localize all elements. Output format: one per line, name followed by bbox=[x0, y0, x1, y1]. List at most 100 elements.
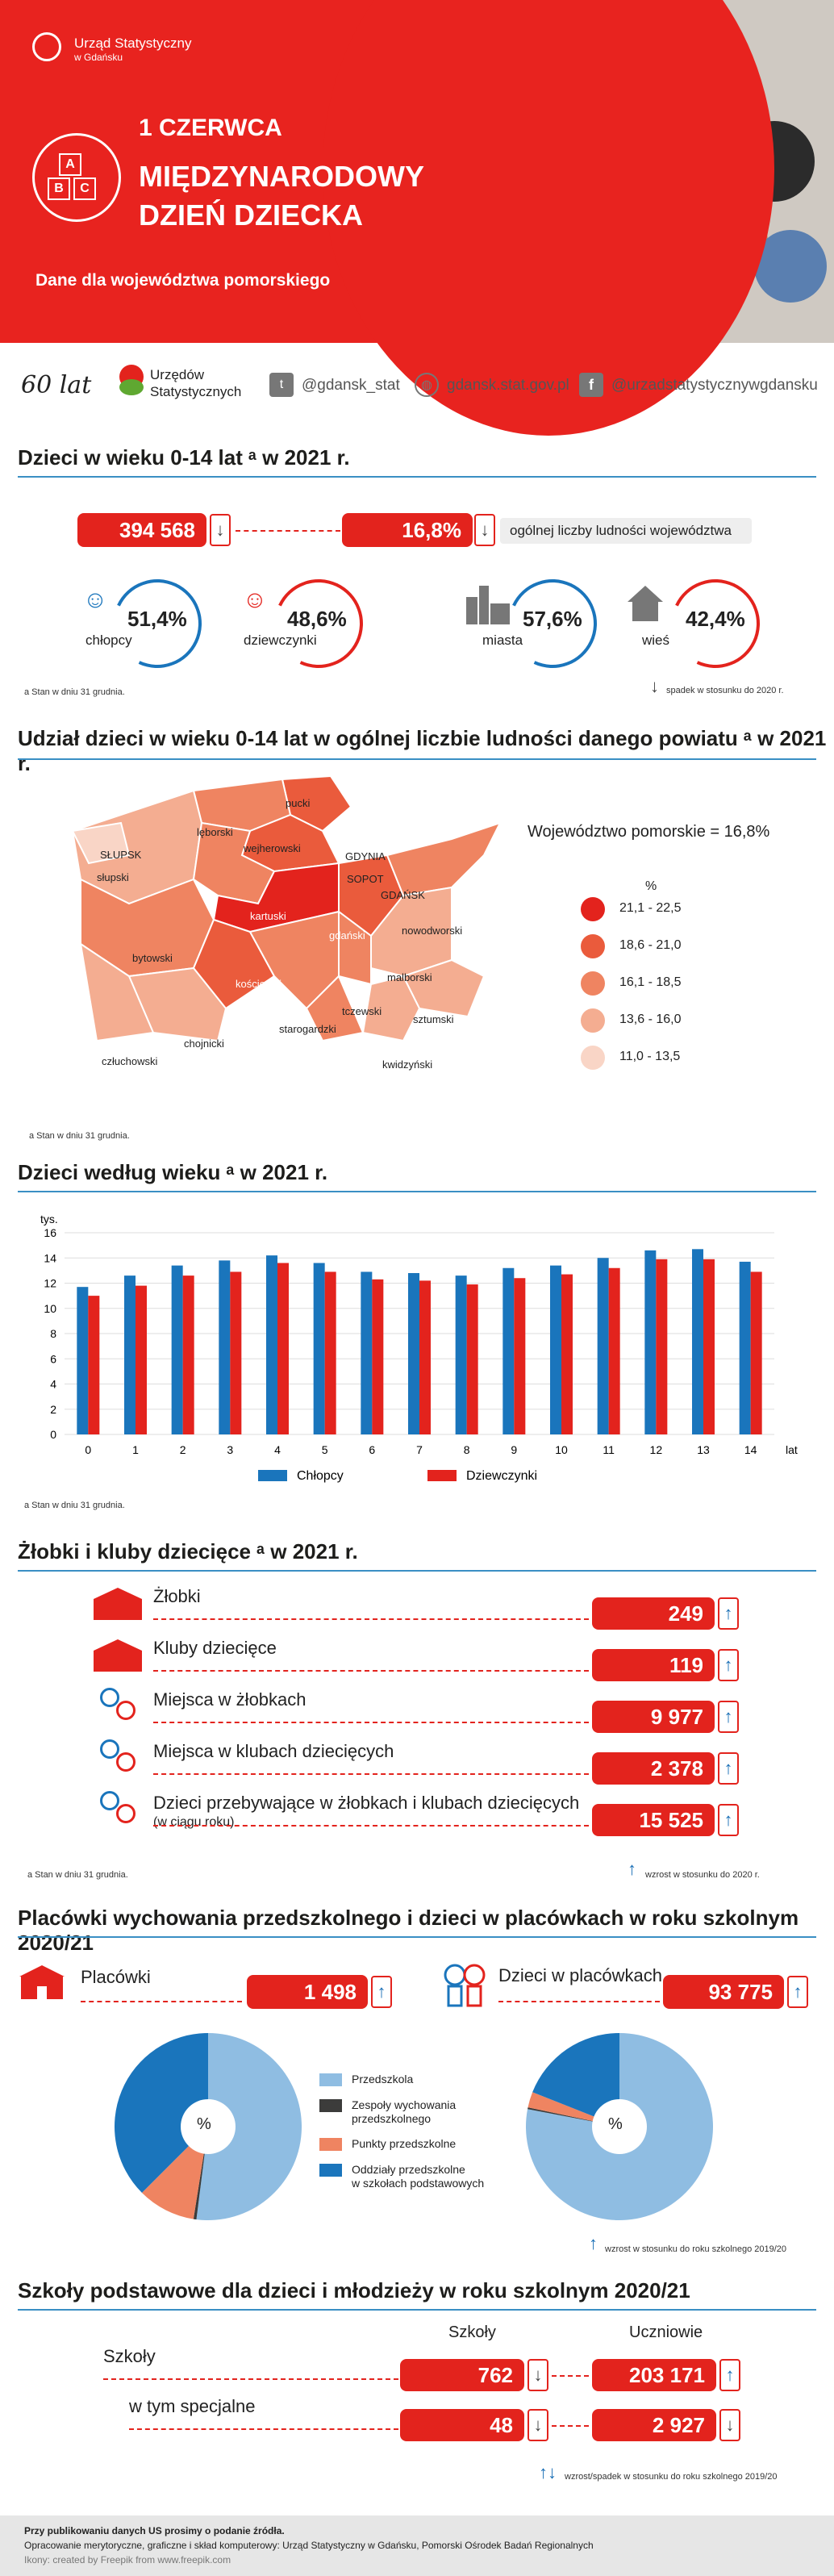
web-link[interactable]: gdansk.stat.gov.pl bbox=[447, 377, 569, 394]
legend-label: Punkty przedszkolne bbox=[352, 2137, 457, 2150]
facebook-icon[interactable]: f bbox=[579, 373, 603, 397]
child-girl-icon bbox=[116, 1701, 136, 1720]
bar-chłopcy bbox=[550, 1265, 561, 1434]
legend-increase: wzrost w stosunku do 2020 r. bbox=[645, 1870, 760, 1880]
section-rule bbox=[18, 2309, 816, 2311]
bar-dziewczynki bbox=[750, 1271, 762, 1434]
y-tick-label: 4 bbox=[50, 1378, 56, 1391]
district-label: SOPOT bbox=[347, 873, 384, 885]
twitter-icon[interactable]: t bbox=[269, 373, 294, 397]
girls-label: dziewczynki bbox=[244, 633, 317, 648]
legend-label: 11,0 - 13,5 bbox=[619, 1050, 681, 1063]
offices-text-1: Urzędów bbox=[150, 367, 205, 382]
section-rule bbox=[18, 1936, 816, 1938]
connector bbox=[153, 1825, 589, 1827]
bar-dziewczynki bbox=[703, 1259, 715, 1434]
bar-dziewczynki bbox=[136, 1285, 147, 1434]
y-tick-label: 0 bbox=[50, 1428, 56, 1441]
section-title-map: Udział dzieci w wieku 0-14 lat w ogólnej… bbox=[18, 726, 827, 775]
district-label: nowodworski bbox=[402, 925, 463, 937]
bar-chłopcy bbox=[502, 1267, 515, 1434]
city-pct: 57,6% bbox=[523, 607, 582, 631]
bar-dziewczynki bbox=[230, 1271, 242, 1434]
pie-hole bbox=[181, 2099, 236, 2154]
legend-label: 18,6 - 21,0 bbox=[619, 938, 682, 952]
x-tick-label: 3 bbox=[227, 1443, 233, 1456]
legend-swatch bbox=[319, 2164, 342, 2177]
legend-label: Chłopcy bbox=[297, 1469, 344, 1483]
bar-chłopcy bbox=[597, 1258, 609, 1434]
connector bbox=[153, 1670, 589, 1672]
header-title-1: MIĘDZYNARODOWY bbox=[139, 160, 424, 193]
x-tick-label: 9 bbox=[511, 1443, 517, 1456]
footer-line-2: Opracowanie merytoryczne, graficzne i sk… bbox=[24, 2540, 594, 2551]
org-sub: w Gdańsku bbox=[74, 52, 123, 63]
nursery-list: Żłobki 249 ↑ Kluby dziecięce 119 ↑ Miejsca w ż… bbox=[0, 1581, 834, 1839]
section-rule bbox=[18, 758, 816, 760]
bar-chłopcy bbox=[692, 1249, 703, 1434]
district-map bbox=[71, 774, 502, 1042]
legend-swatch bbox=[319, 2099, 342, 2112]
globe-icon[interactable]: ◍ bbox=[415, 373, 439, 397]
x-tick-label: 4 bbox=[274, 1443, 281, 1456]
section-title-preschool: Placówki wychowania przedszkolnego i dzi… bbox=[18, 1906, 799, 1955]
legend-decrease: spadek w stosunku do 2020 r. bbox=[666, 686, 784, 695]
district-label: kwidzyński bbox=[382, 1058, 433, 1071]
connector bbox=[153, 1773, 589, 1775]
legend-label: w szkołach podstawowych bbox=[352, 2177, 485, 2190]
legend-increase: wzrost w stosunku do roku szkolnego 2019… bbox=[605, 2244, 787, 2254]
pie-slice bbox=[141, 2127, 208, 2219]
facebook-link[interactable]: @urzadstatystycznywgdansku bbox=[611, 377, 818, 394]
org-name: Urząd Statystyczny bbox=[74, 35, 192, 51]
pie-unit: % bbox=[608, 2115, 623, 2133]
connector bbox=[552, 2375, 589, 2377]
nursery-row-value: 15 525 bbox=[592, 1804, 715, 1836]
children-pie bbox=[526, 2033, 713, 2220]
connector bbox=[153, 1618, 589, 1620]
nursery-row-value: 2 378 bbox=[592, 1752, 715, 1785]
y-tick-label: 8 bbox=[50, 1327, 56, 1340]
bar-dziewczynki bbox=[514, 1278, 526, 1434]
bar-dziewczynki bbox=[656, 1259, 668, 1434]
bar-chłopcy bbox=[313, 1263, 325, 1434]
up-arrow-icon: ↑ bbox=[628, 1859, 636, 1879]
legend-label: przedszkolnego bbox=[352, 2112, 432, 2125]
x-axis-label: lat bbox=[786, 1443, 798, 1456]
schools-table: Szkoły 762 ↓ 203 171 ↑ w tym specjalne 48 ↓ 2 92… bbox=[0, 2340, 834, 2441]
footnote: a Stan w dniu 31 grudnia. bbox=[29, 1131, 130, 1141]
pupils-value: 2 927 bbox=[592, 2409, 716, 2441]
legend-swatch bbox=[581, 1008, 605, 1033]
twitter-link[interactable]: @gdansk_stat bbox=[302, 377, 400, 394]
nursery-row-value: 119 bbox=[592, 1649, 715, 1681]
up-arrow-icon: ↑ bbox=[371, 1976, 392, 2008]
nursery-row-value: 249 bbox=[592, 1597, 715, 1630]
bar-chłopcy bbox=[171, 1265, 183, 1434]
school-row-label: w tym specjalne bbox=[129, 2396, 256, 2416]
x-tick-label: 7 bbox=[416, 1443, 423, 1456]
footer-line-3: Ikony: created by Freepik from www.freep… bbox=[24, 2554, 231, 2566]
nursery-row-label: Żłobki bbox=[153, 1586, 201, 1606]
connector bbox=[153, 1722, 589, 1723]
down-arrow-icon: ↓ bbox=[719, 2409, 740, 2441]
legend-label: 21,1 - 22,5 bbox=[619, 901, 682, 915]
legend-label: Oddziały przedszkolne bbox=[352, 2163, 465, 2176]
down-arrow-icon: ↓ bbox=[474, 514, 495, 546]
child-girl-icon bbox=[116, 1752, 136, 1772]
child-boy-icon bbox=[100, 1791, 119, 1810]
x-tick-label: 12 bbox=[650, 1443, 663, 1456]
legend-label: 16,1 - 18,5 bbox=[619, 975, 682, 989]
bar-dziewczynki bbox=[277, 1263, 289, 1434]
down-arrow-icon: ↓ bbox=[528, 2359, 548, 2391]
pie-slice bbox=[196, 2033, 302, 2220]
legend-swatch bbox=[258, 1470, 287, 1481]
bar-chłopcy bbox=[455, 1275, 467, 1434]
boy-icon: ☺ bbox=[82, 587, 108, 613]
legend-label: Dziewczynki bbox=[466, 1469, 537, 1483]
bar-dziewczynki bbox=[372, 1279, 384, 1434]
column-pupils: Uczniowie bbox=[629, 2323, 703, 2341]
children-in-facilities-label: Dzieci w placówkach bbox=[498, 1965, 662, 1985]
legend-unit: % bbox=[645, 879, 657, 893]
bar-dziewczynki bbox=[466, 1284, 478, 1434]
footer bbox=[0, 2515, 834, 2576]
legend-swatch bbox=[581, 934, 605, 958]
